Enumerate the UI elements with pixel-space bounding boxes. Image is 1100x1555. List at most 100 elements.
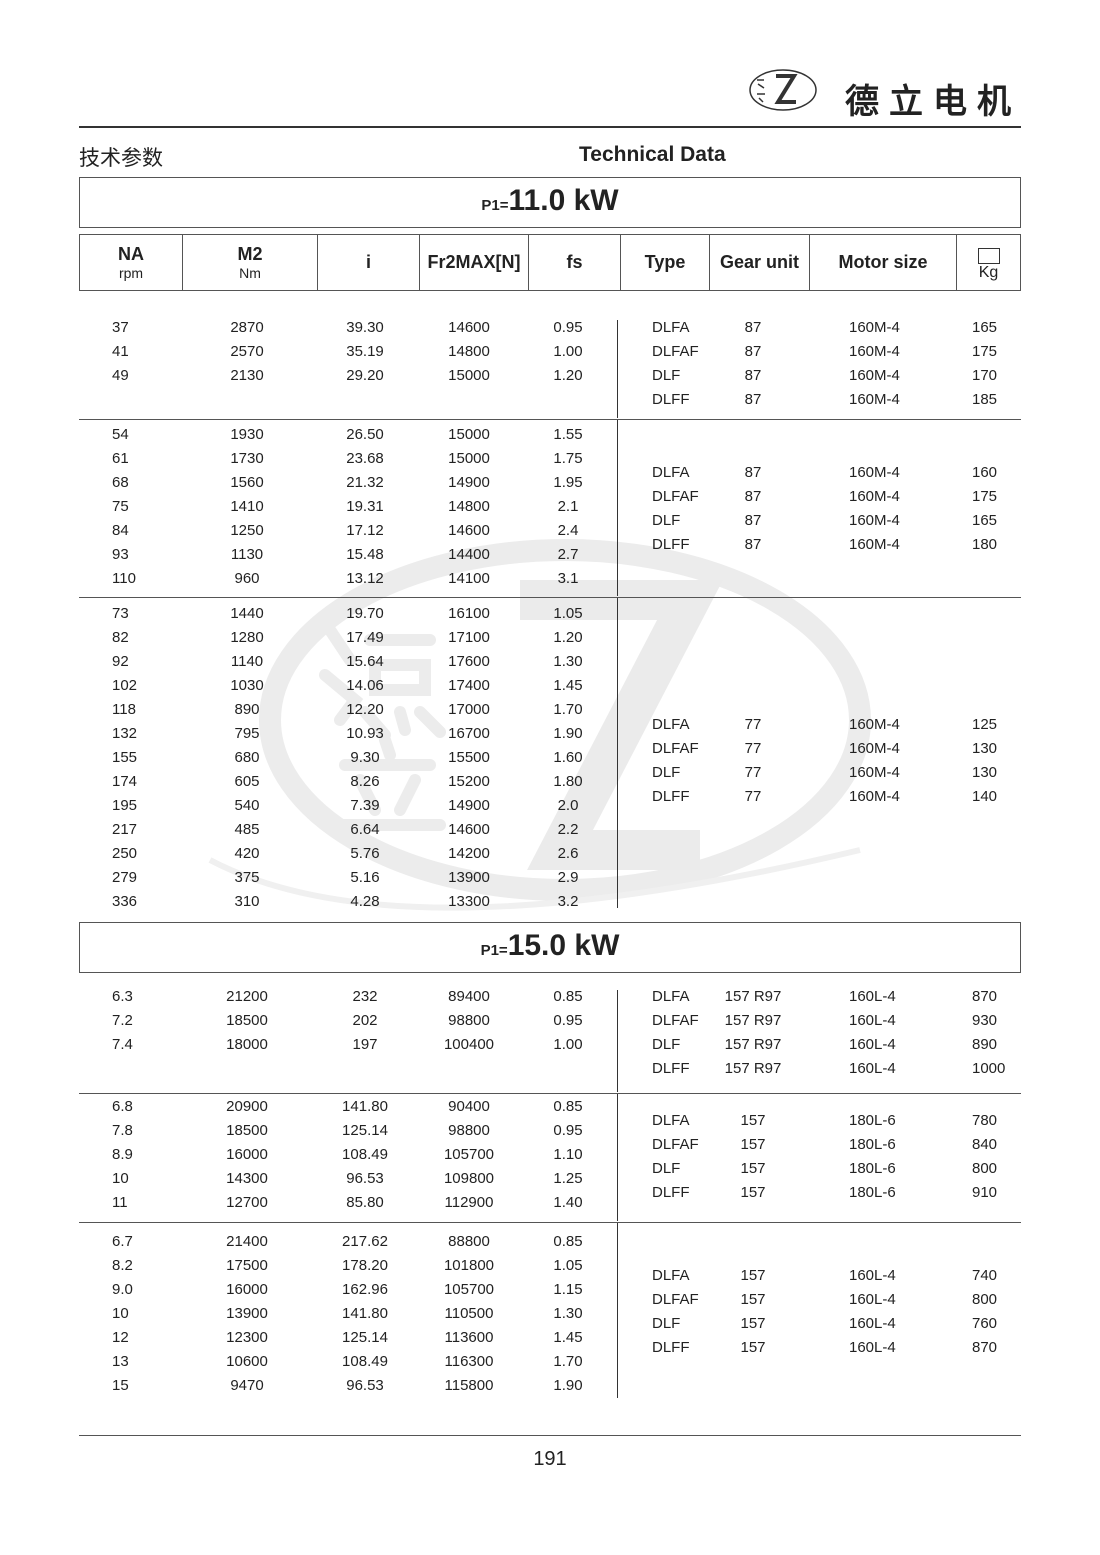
cell-fr2max: 14400 xyxy=(448,546,490,563)
cell-type: DLFF xyxy=(652,1339,690,1356)
column-divider xyxy=(617,1094,618,1221)
cell-type: DLFA xyxy=(652,464,690,481)
cell-fr2max: 15200 xyxy=(448,773,490,790)
cell-gear-unit: 157 xyxy=(740,1160,766,1177)
cell-weight: 930 xyxy=(972,1012,998,1029)
cell-gear-unit: 157 R97 xyxy=(724,1012,782,1029)
cell-weight: 175 xyxy=(972,488,998,505)
group-divider xyxy=(79,597,1021,598)
cell-fr2max: 17100 xyxy=(448,629,490,646)
cell-gear-unit: 87 xyxy=(744,488,762,505)
cell-fr2max: 14800 xyxy=(448,343,490,360)
cell-fr2max: 14800 xyxy=(448,498,490,515)
cell-m2: 12700 xyxy=(226,1194,268,1211)
cell-gear-unit: 87 xyxy=(744,512,762,529)
cell-ratio: 19.31 xyxy=(346,498,384,515)
cell-fr2max: 15500 xyxy=(448,749,490,766)
cell-ratio: 6.64 xyxy=(350,821,380,838)
cell-ratio: 23.68 xyxy=(346,450,384,467)
col-kg-label: Kg xyxy=(978,263,999,281)
brand-logo xyxy=(748,68,818,112)
cell-fs: 2.4 xyxy=(557,522,579,539)
cell-ratio: 9.30 xyxy=(350,749,380,766)
cell-fs: 2.6 xyxy=(557,845,579,862)
col-kg: Kg xyxy=(957,235,1020,290)
cell-na: 41 xyxy=(112,343,129,360)
cell-ratio: 17.12 xyxy=(346,522,384,539)
cell-weight: 800 xyxy=(972,1291,998,1308)
cell-gear-unit: 157 xyxy=(740,1184,766,1201)
cell-ratio: 21.32 xyxy=(346,474,384,491)
cell-weight: 130 xyxy=(972,764,998,781)
cell-fr2max: 16100 xyxy=(448,605,490,622)
cell-m2: 1280 xyxy=(230,629,264,646)
cell-m2: 1930 xyxy=(230,426,264,443)
cell-m2: 12300 xyxy=(226,1329,268,1346)
cell-gear-unit: 87 xyxy=(744,319,762,336)
cell-ratio: 108.49 xyxy=(342,1353,388,1370)
cell-type: DLFAF xyxy=(652,1291,699,1308)
cell-fr2max: 101800 xyxy=(443,1257,495,1274)
cell-fs: 0.85 xyxy=(553,988,583,1005)
col-type: Type xyxy=(621,235,710,290)
cell-type: DLF xyxy=(652,512,681,529)
cell-na: 11 xyxy=(112,1194,128,1211)
cell-weight: 800 xyxy=(972,1160,998,1177)
cell-fs: 1.20 xyxy=(553,629,583,646)
cell-m2: 1250 xyxy=(230,522,264,539)
cell-na: 6.8 xyxy=(112,1098,133,1115)
cell-ratio: 108.49 xyxy=(342,1146,388,1163)
cell-fr2max: 13300 xyxy=(448,893,490,910)
cell-weight: 170 xyxy=(972,367,998,384)
cell-fs: 1.00 xyxy=(553,1036,583,1053)
cell-gear-unit: 77 xyxy=(744,740,762,757)
cell-ratio: 10.93 xyxy=(346,725,384,742)
cell-motor-size: 160M-4 xyxy=(849,319,900,336)
cell-fs: 1.30 xyxy=(553,653,583,670)
col-na: NA rpm xyxy=(80,235,183,290)
cell-fr2max: 105700 xyxy=(443,1146,495,1163)
cell-ratio: 15.64 xyxy=(346,653,384,670)
cell-na: 250 xyxy=(112,845,138,862)
cell-weight: 910 xyxy=(972,1184,998,1201)
cell-m2: 890 xyxy=(234,701,260,718)
cell-type: DLF xyxy=(652,1036,681,1053)
cell-ratio: 232 xyxy=(352,988,378,1005)
cell-na: 12 xyxy=(112,1329,129,1346)
cell-type: DLFF xyxy=(652,1184,690,1201)
cell-type: DLFAF xyxy=(652,1136,699,1153)
cell-ratio: 35.19 xyxy=(346,343,384,360)
cell-ratio: 96.53 xyxy=(346,1170,384,1187)
group-divider xyxy=(79,419,1021,420)
cell-na: 10 xyxy=(112,1305,129,1322)
cell-weight: 780 xyxy=(972,1112,998,1129)
cell-m2: 310 xyxy=(234,893,260,910)
cell-na: 102 xyxy=(112,677,138,694)
cell-fs: 2.9 xyxy=(557,869,579,886)
cell-motor-size: 160M-4 xyxy=(849,536,900,553)
col-motor-size-label: Motor size xyxy=(838,252,928,272)
cell-na: 10 xyxy=(112,1170,129,1187)
cell-gear-unit: 157 R97 xyxy=(724,1060,782,1077)
cell-fr2max: 14600 xyxy=(448,522,490,539)
cell-gear-unit: 77 xyxy=(744,788,762,805)
cell-weight: 870 xyxy=(972,988,998,1005)
cell-fs: 0.85 xyxy=(553,1098,583,1115)
cell-fs: 3.1 xyxy=(557,570,579,587)
cell-gear-unit: 87 xyxy=(744,343,762,360)
cell-fr2max: 14100 xyxy=(448,570,490,587)
cell-ratio: 125.14 xyxy=(342,1122,388,1139)
cell-type: DLFA xyxy=(652,319,690,336)
cell-na: 336 xyxy=(112,893,138,910)
cell-gear-unit: 157 xyxy=(740,1339,766,1356)
cell-fr2max: 110500 xyxy=(444,1305,494,1322)
cell-motor-size: 160L-4 xyxy=(849,1060,896,1077)
cell-na: 7.4 xyxy=(112,1036,133,1053)
cell-m2: 17500 xyxy=(226,1257,268,1274)
power-prefix: P1= xyxy=(480,942,508,959)
cell-motor-size: 180L-6 xyxy=(849,1136,896,1153)
cell-motor-size: 160L-4 xyxy=(849,988,896,1005)
cell-ratio: 202 xyxy=(352,1012,378,1029)
cell-weight: 1000 xyxy=(972,1060,1006,1077)
cell-na: 13 xyxy=(112,1353,129,1370)
